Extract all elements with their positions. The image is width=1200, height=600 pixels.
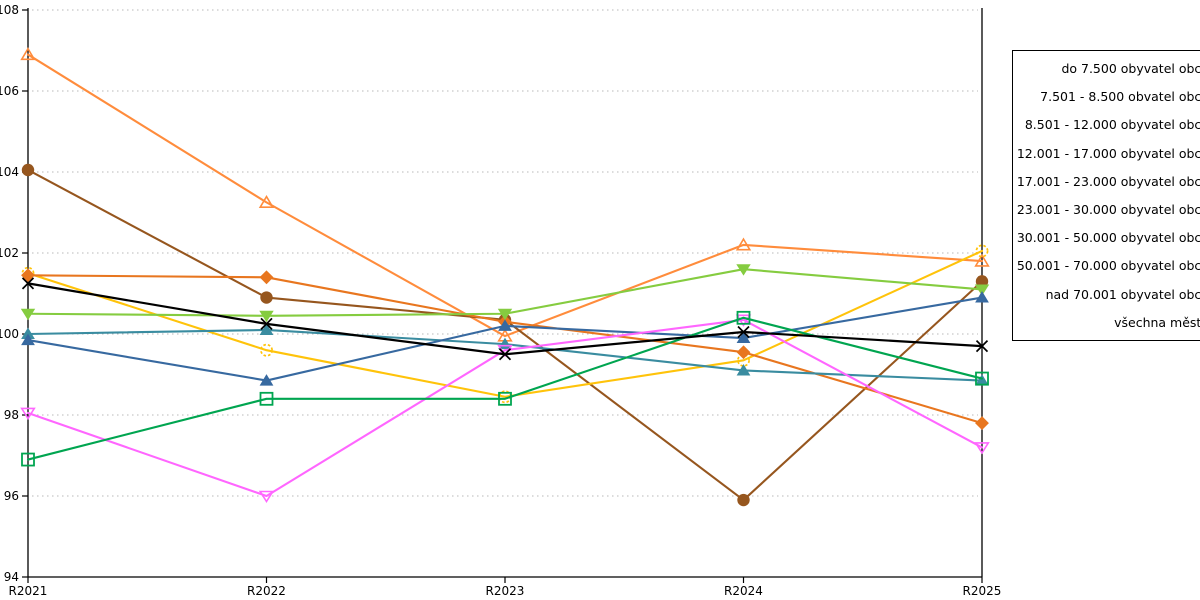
marker-x bbox=[975, 340, 989, 353]
legend-item: všechna města bbox=[1114, 314, 1200, 330]
marker-x bbox=[21, 277, 35, 290]
marker-triangle-up-filled bbox=[259, 323, 274, 335]
x-axis-tick-label: R2021 bbox=[9, 584, 48, 598]
marker-triangle-up-filled bbox=[21, 333, 35, 346]
legend-item: nad 70.001 obyvatel obce bbox=[1045, 286, 1200, 302]
series-10 bbox=[21, 277, 989, 361]
marker-circle-open-dashed bbox=[975, 244, 989, 258]
marker-square-open bbox=[498, 391, 512, 406]
legend-item: 50.001 - 70.000 obyvatel obce bbox=[1016, 258, 1200, 274]
data-series bbox=[20, 47, 990, 507]
marker-triangle-down-open bbox=[20, 407, 36, 420]
y-axis-tick-label: 98 bbox=[4, 408, 19, 422]
marker-triangle-down-filled bbox=[736, 264, 751, 276]
legend-item: 7.501 - 8.500 obvatel obce bbox=[1040, 89, 1200, 105]
marker-triangle-down-filled bbox=[497, 308, 513, 321]
marker-triangle-up-filled bbox=[736, 331, 751, 344]
series-line bbox=[26, 53, 984, 338]
series-7 bbox=[21, 291, 989, 386]
x-axis-tick-label: R2025 bbox=[963, 584, 1002, 598]
legend-item: 12.001 - 17.000 obyvatel obce bbox=[1016, 145, 1200, 161]
marker-square-open bbox=[21, 452, 35, 467]
marker-triangle-up-filled bbox=[975, 291, 989, 303]
marker-triangle-up-open bbox=[974, 253, 990, 267]
series-5 bbox=[20, 264, 990, 323]
y-axis-tick-label: 108 bbox=[0, 3, 19, 17]
marker-square-open bbox=[736, 310, 751, 325]
axes bbox=[22, 8, 983, 583]
y-axis-tick-label: 96 bbox=[4, 489, 19, 503]
legend-item: 8.501 - 12.000 obyvatel obce bbox=[1024, 117, 1200, 133]
marker-x bbox=[498, 348, 512, 361]
marker-triangle-up-filled bbox=[498, 319, 512, 331]
marker-triangle-down-filled bbox=[259, 310, 274, 323]
series-8 bbox=[20, 314, 990, 504]
marker-diamond-filled bbox=[259, 270, 274, 285]
marker-triangle-up-filled bbox=[259, 374, 274, 386]
marker-circle-open-dashed bbox=[21, 266, 35, 280]
marker-triangle-up-filled bbox=[736, 363, 751, 376]
marker-diamond-filled bbox=[736, 345, 751, 360]
x-axis-tick-label: R2023 bbox=[486, 584, 525, 598]
marker-x bbox=[260, 317, 273, 330]
legend-item: do 7.500 obyvatel obce bbox=[1061, 61, 1200, 76]
y-axis-tick-label: 106 bbox=[0, 84, 19, 98]
marker-triangle-down-open bbox=[258, 490, 275, 504]
legend-item: 30.001 - 50.000 obyvatel obce bbox=[1016, 230, 1200, 246]
marker-circle-filled bbox=[260, 291, 273, 304]
marker-circle-filled bbox=[21, 163, 35, 177]
legend-item: 23.001 - 30.000 obyvatel obce bbox=[1016, 201, 1200, 217]
x-axis-tick-label: R2024 bbox=[724, 584, 763, 598]
marker-circle-open-dashed bbox=[737, 353, 750, 367]
series-9 bbox=[21, 310, 989, 467]
marker-circle-filled bbox=[737, 493, 750, 507]
marker-triangle-up-open bbox=[735, 237, 752, 251]
marker-square-open bbox=[259, 391, 274, 406]
marker-diamond-filled bbox=[21, 268, 35, 283]
marker-diamond-filled bbox=[975, 416, 989, 431]
x-axis-tick-label: R2022 bbox=[247, 584, 286, 598]
legend-box: do 7.500 obyvatel obce 7.501 - 8.500 obva… bbox=[1012, 50, 1200, 341]
marker-circle-filled bbox=[975, 275, 989, 288]
marker-circle-open-dashed bbox=[260, 343, 273, 357]
marker-triangle-down-open bbox=[735, 314, 752, 327]
marker-triangle-down-filled bbox=[20, 308, 36, 321]
marker-x bbox=[737, 325, 750, 339]
series-1 bbox=[20, 47, 990, 342]
axis-labels: 94 96 98 100 102 104 106 108 R2021 R2022 R2023 R202… bbox=[0, 3, 1001, 598]
marker-triangle-down-open bbox=[974, 442, 990, 455]
marker-triangle-up-open bbox=[258, 195, 275, 208]
marker-triangle-up-open bbox=[20, 47, 36, 61]
y-axis-tick-label: 94 bbox=[4, 570, 19, 584]
marker-square-open bbox=[975, 371, 989, 386]
y-axis-tick-label: 102 bbox=[0, 246, 19, 260]
series-line bbox=[26, 316, 984, 461]
y-axis-tick-label: 104 bbox=[0, 165, 19, 179]
y-axis-tick-label: 100 bbox=[0, 327, 19, 341]
series-line bbox=[26, 318, 984, 498]
legend-item: 17.001 - 23.000 obyvatel obce bbox=[1016, 173, 1200, 189]
marker-triangle-down-filled bbox=[974, 284, 990, 296]
